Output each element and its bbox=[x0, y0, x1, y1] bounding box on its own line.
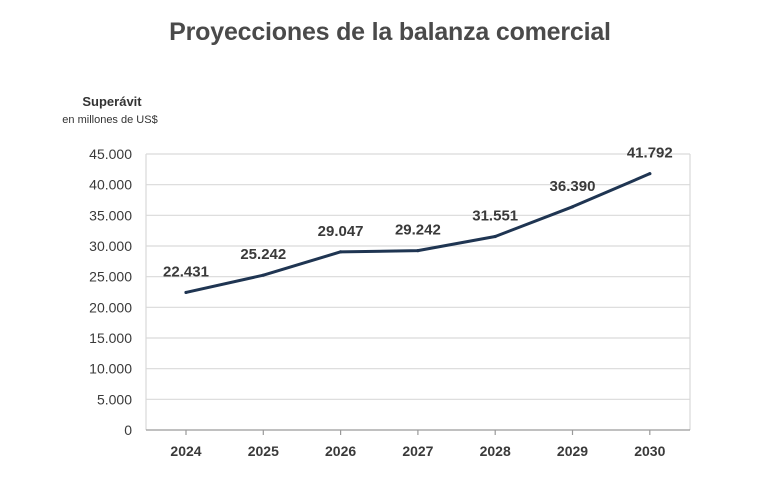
series-line bbox=[184, 172, 652, 295]
y-tick-label: 40.000 bbox=[89, 177, 132, 193]
grid-lines bbox=[146, 153, 690, 400]
x-tick-label: 2028 bbox=[480, 443, 511, 459]
data-point bbox=[261, 273, 265, 277]
data-point bbox=[339, 250, 343, 254]
data-label: 29.047 bbox=[318, 223, 364, 240]
data-point bbox=[570, 205, 575, 209]
x-tick-label: 2025 bbox=[248, 443, 279, 459]
y-tick-label: 15.000 bbox=[89, 330, 132, 346]
y-axis-label: Superávit bbox=[82, 94, 142, 109]
data-label: 36.390 bbox=[550, 178, 596, 195]
plot-frame bbox=[145, 154, 691, 431]
x-tick-label: 2026 bbox=[325, 443, 356, 459]
y-tick-label: 25.000 bbox=[89, 269, 132, 285]
y-tick-label: 10.000 bbox=[89, 361, 132, 377]
data-label: 41.792 bbox=[627, 145, 673, 162]
y-tick-label: 0 bbox=[124, 422, 132, 438]
y-tick-label: 35.000 bbox=[89, 207, 132, 223]
x-axis-ticks: 2024 2025 2026 2027 2028 2029 2030 bbox=[170, 430, 666, 459]
y-tick-label: 5.000 bbox=[97, 391, 132, 407]
y-tick-label: 45.000 bbox=[89, 146, 132, 162]
data-point bbox=[184, 290, 188, 295]
data-labels: 22.431 25.242 29.047 29.242 31.551 36.390 41.7… bbox=[163, 145, 673, 281]
data-point bbox=[416, 249, 420, 253]
y-tick-label: 30.000 bbox=[89, 238, 132, 254]
x-tick-label: 2027 bbox=[402, 443, 433, 459]
y-axis-unit-label: en millones de US$ bbox=[62, 114, 158, 126]
y-tick-label: 20.000 bbox=[89, 299, 132, 315]
data-label: 29.242 bbox=[395, 222, 441, 239]
data-point bbox=[493, 234, 497, 239]
data-label: 31.551 bbox=[472, 207, 518, 224]
chart-title: Proyecciones de la balanza comercial bbox=[169, 18, 611, 46]
data-label: 25.242 bbox=[240, 246, 286, 263]
x-tick-label: 2024 bbox=[170, 443, 201, 459]
x-tick-label: 2029 bbox=[557, 443, 588, 459]
data-point bbox=[648, 172, 652, 176]
x-tick-label: 2030 bbox=[634, 443, 665, 459]
data-label: 22.431 bbox=[163, 263, 209, 280]
y-axis-ticks: 0 5.000 10.000 15.000 20.000 25.000 30.000 35.0… bbox=[89, 146, 132, 438]
